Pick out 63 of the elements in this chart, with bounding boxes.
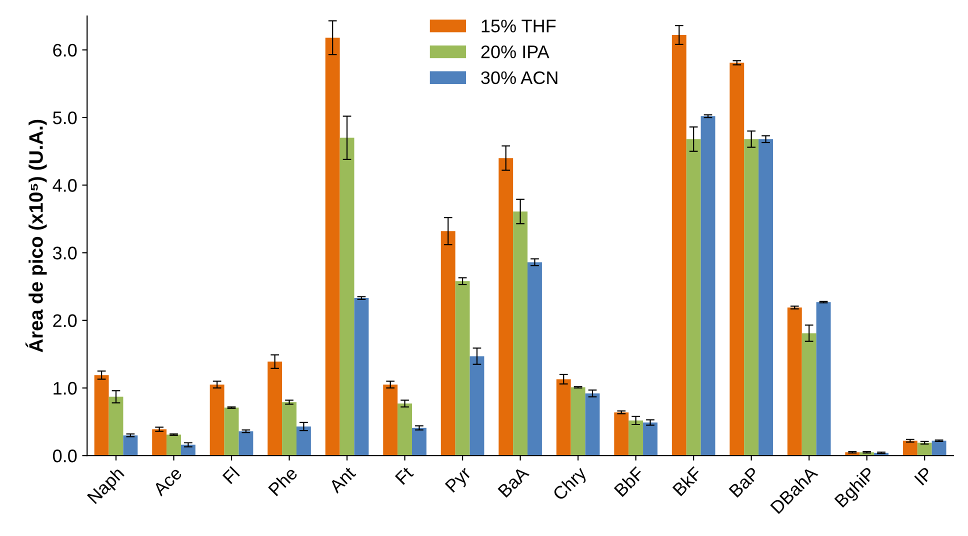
bar — [282, 402, 296, 456]
y-tick-label: 6.0 — [53, 44, 77, 57]
bar — [672, 35, 686, 456]
y-tick-label: 0.0 — [53, 450, 77, 462]
x-tick-label: IP — [914, 466, 934, 486]
bar — [700, 116, 716, 456]
y-tick-label: 4.0 — [52, 179, 77, 192]
x-tick-label: Phe — [268, 466, 298, 496]
bar — [340, 138, 354, 456]
bar — [528, 262, 542, 456]
bar — [238, 431, 254, 456]
bar — [585, 393, 600, 456]
bar — [744, 139, 759, 456]
bar — [614, 412, 629, 456]
x-tick-label: Fl — [222, 466, 240, 484]
bar — [802, 333, 816, 456]
bar — [224, 408, 239, 456]
bar — [498, 158, 514, 456]
bar — [296, 426, 311, 456]
bar — [556, 379, 571, 456]
bar — [152, 429, 167, 456]
legend-label: 15% THF — [482, 20, 556, 32]
bar — [917, 442, 932, 456]
x-tick-label: Ant — [328, 466, 356, 494]
bar — [325, 38, 340, 456]
bar — [94, 375, 109, 456]
bar — [412, 428, 426, 456]
x-tick-label: Pyr — [444, 466, 474, 496]
x-tick-label: BaP — [728, 466, 760, 498]
legend-label: 20% IPA — [481, 45, 550, 58]
bar — [108, 396, 124, 456]
bar — [932, 440, 946, 456]
bar — [180, 444, 196, 456]
bar — [354, 298, 369, 456]
bar — [440, 231, 456, 456]
bar — [643, 422, 658, 456]
y-tick-label: 5.0 — [53, 111, 77, 124]
bar — [470, 356, 484, 456]
bar — [513, 211, 528, 456]
bar — [730, 62, 744, 456]
y-tick-label: 2.0 — [53, 314, 77, 328]
x-tick-label: Ft — [394, 466, 414, 485]
x-tick-label: BaA — [498, 466, 530, 498]
y-tick-label: 3.0 — [52, 246, 77, 260]
x-tick-label: Ace — [152, 466, 183, 497]
bar — [816, 302, 831, 456]
bar — [166, 434, 181, 456]
y-axis-title: Área de pico (x10⁵) (U.A.) — [25, 120, 47, 352]
x-tick-label: BkF — [672, 466, 702, 496]
bar — [268, 362, 282, 456]
bar — [570, 387, 586, 456]
legend-label: 30% ACN — [481, 71, 558, 84]
bar — [210, 384, 224, 456]
bar — [123, 435, 138, 456]
bar — [787, 308, 802, 456]
bar — [902, 440, 918, 456]
y-tick-label: 1.0 — [54, 382, 77, 395]
bar — [628, 420, 644, 456]
bar — [398, 404, 412, 456]
bar — [686, 139, 701, 456]
bar — [758, 139, 773, 456]
bar — [383, 384, 398, 456]
bar — [455, 281, 470, 456]
